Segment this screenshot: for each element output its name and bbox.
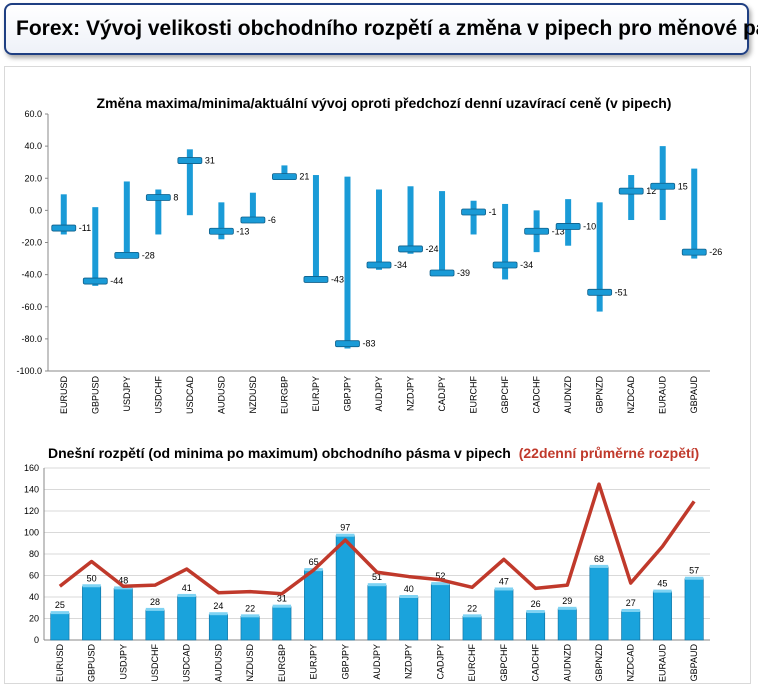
hlc-range-bar <box>502 203 509 280</box>
hlc-y-tick-label: 0.0 <box>29 205 42 215</box>
hlc-range-bar <box>60 194 67 235</box>
hlc-category-label: USDCHF <box>153 375 163 413</box>
hlc-current-marker <box>51 224 77 232</box>
hlc-current-marker <box>461 208 486 216</box>
hlc-range-bar <box>470 200 477 235</box>
hlc-data-label: -24 <box>426 244 439 254</box>
hlc-data-label: -26 <box>709 247 722 257</box>
hlc-range-bar <box>691 168 698 259</box>
hlc-data-label: 8 <box>173 193 178 203</box>
hlc-category-label: EURGBP <box>279 376 289 414</box>
hlc-current-marker <box>114 251 140 259</box>
hlc-range-bar <box>186 149 193 216</box>
hlc-range-bar <box>439 191 446 274</box>
hlc-current-marker <box>145 194 171 201</box>
hlc-category-label: GBPJPY <box>342 376 352 412</box>
hlc-current-marker <box>366 261 392 269</box>
hlc-category-label: GBPAUD <box>689 376 699 414</box>
hlc-current-marker <box>492 261 518 269</box>
hlc-range-bar <box>344 176 351 349</box>
hlc-category-label: EURJPY <box>311 376 321 412</box>
hlc-category-label: AUDUSD <box>216 376 226 415</box>
hlc-current-marker <box>618 187 644 195</box>
hlc-current-marker <box>82 277 108 285</box>
hlc-data-label: -28 <box>142 250 155 260</box>
hlc-data-label: -1 <box>489 207 497 217</box>
hlc-range-bar <box>218 202 225 240</box>
hlc-category-label: AUDNZD <box>563 376 573 414</box>
hlc-range-bar <box>376 189 382 270</box>
hlc-range-bar <box>155 189 162 235</box>
hlc-range-bar <box>628 175 635 221</box>
hlc-range-bar <box>312 175 319 280</box>
hlc-data-label: -6 <box>268 215 276 225</box>
hlc-category-label: EURUSD <box>59 376 69 415</box>
hlc-category-label: EURCHF <box>469 375 479 413</box>
hlc-current-marker <box>587 288 613 296</box>
hlc-current-marker <box>555 223 581 230</box>
page-header: Forex: Vývoj velikosti obchodního rozpět… <box>4 3 758 55</box>
hlc-data-label: 12 <box>646 186 656 196</box>
hlc-range-bar <box>92 207 99 286</box>
hlc-current-marker <box>650 182 676 190</box>
hlc-current-marker <box>177 157 203 164</box>
hlc-data-label: -13 <box>236 226 249 236</box>
hlc-category-label: USDJPY <box>122 376 132 412</box>
hlc-range-bar <box>249 192 256 224</box>
hlc-y-tick-label: -100.0 <box>16 366 42 376</box>
hlc-current-marker <box>681 248 707 256</box>
hlc-y-tick-label: 60.0 <box>24 109 42 119</box>
charts-panel <box>4 66 751 684</box>
hlc-current-marker <box>524 227 550 235</box>
hlc-category-label: NZDUSD <box>248 376 258 414</box>
hlc-y-tick-label: 40.0 <box>24 141 42 151</box>
hlc-current-marker <box>303 276 329 283</box>
hlc-data-label: 21 <box>299 172 309 182</box>
hlc-category-label: GBPCHF <box>500 376 510 414</box>
hlc-range-bar <box>123 181 130 256</box>
hlc-category-label: USDCAD <box>185 376 195 415</box>
hlc-data-label: 31 <box>205 156 215 166</box>
hlc-category-label: GBPNZD <box>595 376 605 414</box>
hlc-category-label: CADJPY <box>437 376 447 412</box>
hlc-data-label: -43 <box>331 274 344 284</box>
hlc-y-tick-label: -60.0 <box>21 302 42 312</box>
hlc-data-label: 15 <box>678 181 688 191</box>
hlc-data-label: -83 <box>362 339 375 349</box>
hlc-data-label: -11 <box>79 223 91 233</box>
hlc-y-tick-label: -40.0 <box>21 270 42 280</box>
hlc-data-label: -34 <box>520 260 533 270</box>
hlc-category-label: NZDJPY <box>406 376 416 411</box>
hlc-data-label: -13 <box>552 226 565 236</box>
hlc-category-label: AUDJPY <box>374 376 384 412</box>
hlc-data-label: -39 <box>457 268 470 278</box>
hlc-y-tick-label: 20.0 <box>24 173 42 183</box>
hlc-data-label: -44 <box>110 276 123 286</box>
hlc-category-label: EURAUD <box>658 376 668 415</box>
hlc-current-marker <box>335 340 360 348</box>
hlc-range-bar <box>281 165 288 177</box>
hlc-y-tick-label: -80.0 <box>21 334 42 344</box>
page-title: Forex: Vývoj velikosti obchodního rozpět… <box>16 17 758 40</box>
hlc-y-tick-label: -20.0 <box>21 238 42 248</box>
hlc-current-marker <box>429 269 455 277</box>
hlc-category-label: CADCHF <box>532 375 542 413</box>
hlc-range-bar <box>407 186 414 254</box>
hlc-current-marker <box>272 173 297 181</box>
hlc-category-label: NZDCAD <box>626 376 636 414</box>
hlc-data-label: -51 <box>615 287 628 297</box>
hlc-current-marker <box>208 227 234 235</box>
hlc-category-label: GBPUSD <box>90 376 100 415</box>
hlc-data-label: -34 <box>394 260 407 270</box>
hlc-current-marker <box>398 245 423 253</box>
hlc-current-marker <box>240 216 266 224</box>
hlc-range-bar <box>565 199 572 246</box>
hlc-chart-title: Změna maxima/minima/aktuální vývoj oprot… <box>97 95 672 111</box>
hlc-range-bar <box>596 202 603 312</box>
hlc-data-label: -10 <box>583 221 596 231</box>
